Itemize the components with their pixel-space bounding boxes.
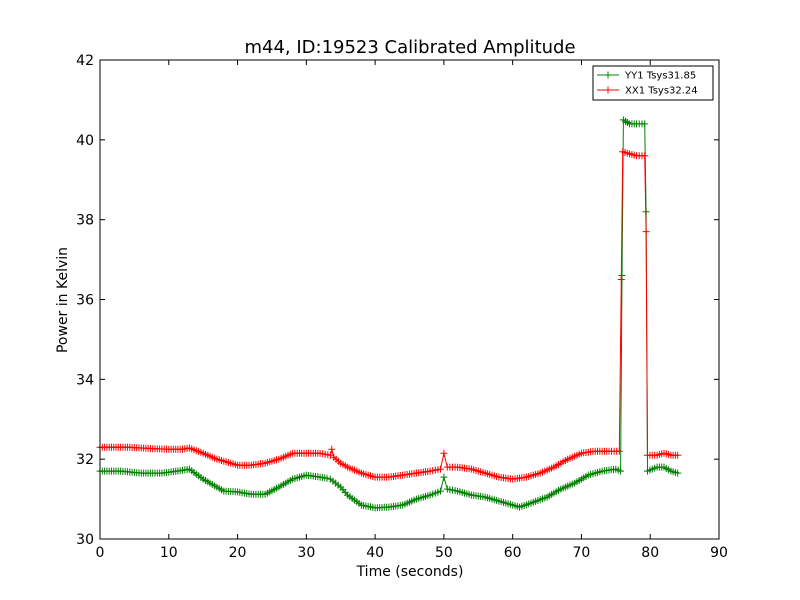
- series-2: [96, 148, 682, 483]
- x-tick-label: 20: [229, 545, 247, 561]
- data-point: [674, 451, 682, 459]
- chart-title: m44, ID:19523 Calibrated Amplitude: [244, 37, 575, 58]
- x-tick-label: 30: [297, 545, 315, 561]
- y-tick-label: 36: [76, 293, 94, 309]
- x-tick-label: 80: [641, 545, 659, 561]
- data-point: [323, 474, 331, 482]
- y-tick-label: 38: [76, 213, 94, 229]
- y-tick-label: 42: [76, 53, 94, 69]
- x-tick-label: 40: [366, 545, 384, 561]
- data-point: [440, 473, 448, 481]
- legend-marker: [604, 71, 612, 79]
- x-tick-label: 50: [435, 545, 453, 561]
- y-axis-label: Power in Kelvin: [55, 247, 71, 353]
- legend-marker: [604, 86, 612, 94]
- data-point: [642, 228, 650, 236]
- x-tick-label: 10: [160, 545, 178, 561]
- y-tick-label: 34: [76, 372, 94, 388]
- x-axis-label: Time (seconds): [356, 564, 464, 580]
- x-tick-label: 90: [710, 545, 728, 561]
- data-point: [641, 152, 649, 160]
- data-point: [641, 120, 649, 128]
- legend: YY1 Tsys31.85 XX1 Tsys32.24: [592, 65, 714, 101]
- data-point: [437, 487, 444, 495]
- data-point: [617, 276, 625, 283]
- y-tick-label: 32: [76, 452, 94, 468]
- data-point: [440, 449, 448, 457]
- legend-label: YY1 Tsys31.85: [624, 71, 696, 82]
- x-tick-label: 0: [96, 545, 105, 561]
- data-point: [328, 445, 336, 453]
- x-tick-label: 70: [573, 545, 591, 561]
- y-tick-label: 30: [76, 532, 94, 548]
- x-tick-label: 60: [504, 545, 522, 561]
- series-1: [96, 116, 682, 512]
- data-point: [437, 465, 444, 473]
- y-tick-label: 40: [76, 133, 94, 149]
- data-point: [674, 469, 682, 477]
- data-point: [615, 447, 623, 455]
- data-point: [618, 272, 626, 279]
- legend-box: [592, 65, 714, 101]
- legend-label: XX1 Tsys32.24: [625, 86, 698, 97]
- data-point: [617, 467, 625, 475]
